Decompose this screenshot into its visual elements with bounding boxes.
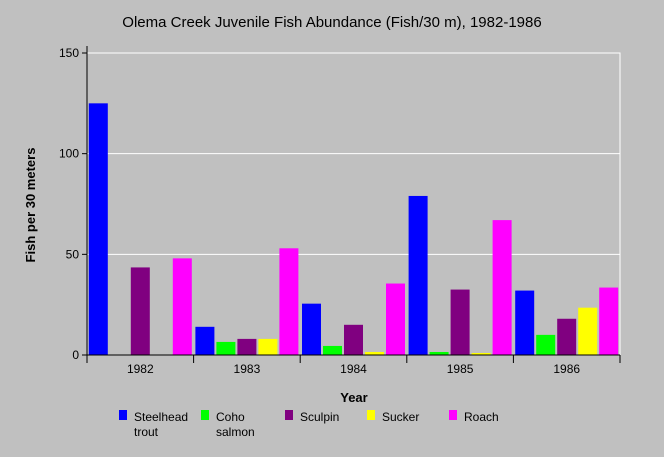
bar-coho-salmon-1984 [323, 345, 342, 355]
legend-item-sucker: Sucker [367, 410, 419, 424]
bar-steelhead-trout-1982 [88, 103, 108, 355]
legend-label: Coho [216, 410, 245, 424]
legend-swatch [367, 410, 375, 420]
bar-steelhead-trout-1984 [302, 303, 321, 355]
legend-item-roach: Roach [449, 410, 499, 424]
legend-label: Sculpin [300, 410, 339, 424]
y-axis-label: Fish per 30 meters [23, 148, 38, 263]
legend-label: Sucker [382, 410, 419, 424]
bar-sculpin-1982 [130, 267, 150, 355]
bar-roach-1982 [172, 258, 192, 355]
y-tick-label: 50 [66, 247, 80, 261]
bar-coho-salmon-1985 [429, 351, 449, 355]
bar-steelhead-trout-1986 [515, 290, 535, 355]
x-tick-label: 1986 [553, 362, 580, 376]
bar-steelhead-trout-1983 [195, 326, 215, 355]
y-tick-label: 150 [59, 46, 79, 60]
gridlines [87, 52, 620, 255]
bar-sucker-1983 [258, 338, 278, 355]
bar-coho-salmon-1986 [536, 334, 556, 355]
bar-roach-1985 [492, 220, 512, 355]
legend-swatch [285, 410, 293, 420]
x-tick-label: 1984 [340, 362, 367, 376]
bar-roach-1983 [279, 248, 299, 355]
legend-label: Steelhead [134, 410, 188, 424]
bar-roach-1986 [599, 287, 619, 355]
x-tick-label: 1983 [234, 362, 261, 376]
bar-sucker-1986 [578, 307, 598, 355]
x-axis-label: Year [340, 390, 367, 405]
bars [88, 103, 619, 355]
legend-item-sculpin: Sculpin [285, 410, 339, 424]
bar-sculpin-1984 [344, 324, 363, 355]
x-tick-label: 1982 [127, 362, 154, 376]
legend-swatch [449, 410, 457, 420]
bar-steelhead-trout-1985 [408, 195, 428, 355]
bar-coho-salmon-1983 [216, 341, 236, 355]
legend-swatch [119, 410, 127, 420]
legend-swatch [201, 410, 209, 420]
bar-sculpin-1985 [450, 289, 470, 355]
bar-sculpin-1986 [557, 318, 577, 355]
legend-label: trout [134, 425, 159, 439]
x-tick-label: 1985 [447, 362, 474, 376]
axes: 0 50 100 150 1982 1983 1984 1985 1986 [59, 46, 621, 376]
y-tick-label: 100 [59, 147, 79, 161]
chart-title: Olema Creek Juvenile Fish Abundance (Fis… [122, 14, 541, 31]
y-tick-label: 0 [72, 348, 79, 362]
bar-roach-1984 [386, 283, 405, 355]
bar-sucker-1984 [365, 351, 384, 355]
legend-label: Roach [464, 410, 499, 424]
bar-sculpin-1983 [237, 338, 257, 355]
plot-area [86, 52, 621, 356]
legend-label: salmon [216, 425, 255, 439]
bar-sucker-1985 [471, 352, 491, 355]
